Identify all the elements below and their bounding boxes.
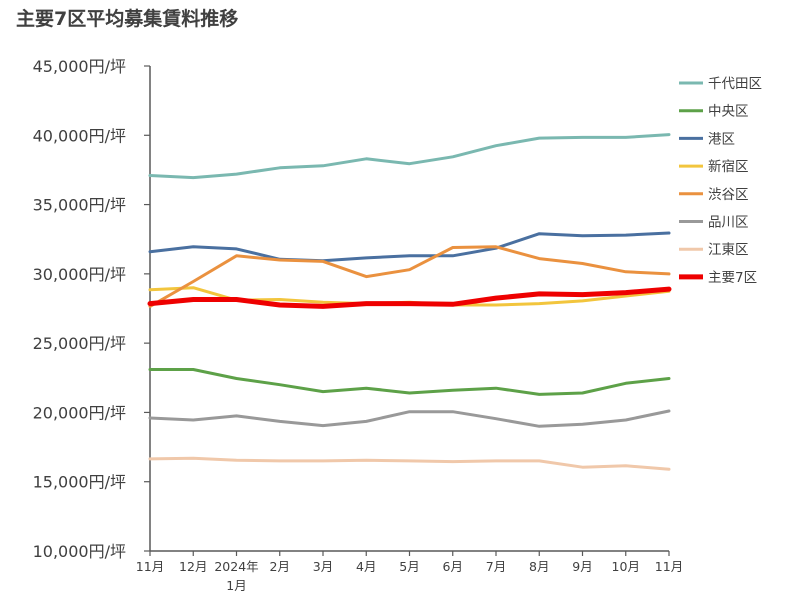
legend-label: 江東区 bbox=[708, 242, 749, 258]
x-tick-label-line: 5月 bbox=[399, 559, 419, 574]
legend-label: 品川区 bbox=[708, 215, 749, 231]
x-tick-label: 3月 bbox=[313, 559, 333, 574]
y-tick-label: 30,000円/坪 bbox=[33, 265, 126, 284]
x-tick-label: 10月 bbox=[612, 559, 640, 574]
series-line-2 bbox=[148, 231, 671, 263]
legend-label: 中央区 bbox=[708, 104, 749, 120]
x-tick-label-line: 12月 bbox=[179, 559, 207, 574]
x-tick-label: 9月 bbox=[572, 559, 592, 574]
y-tick-label: 10,000円/坪 bbox=[33, 542, 126, 561]
y-tick-label: 40,000円/坪 bbox=[33, 126, 126, 145]
series-line-4 bbox=[148, 245, 671, 308]
x-tick-label-line: 2月 bbox=[270, 559, 290, 574]
x-tick-label: 6月 bbox=[443, 559, 463, 574]
x-axis-ticks: 11月 12月 2024年 1月 2月 3月 4月 5月 6月 7月 8月 9月 10月 11月 bbox=[136, 551, 683, 593]
x-tick-label-line: 7月 bbox=[486, 559, 506, 574]
legend-label: 港区 bbox=[708, 131, 735, 147]
x-tick-label: 2月 bbox=[270, 559, 290, 574]
x-tick-label: 5月 bbox=[399, 559, 419, 574]
legend-label: 千代田区 bbox=[708, 76, 762, 92]
x-tick-label: 8月 bbox=[529, 559, 549, 574]
y-tick-label: 25,000円/坪 bbox=[33, 334, 126, 353]
x-tick-label-line: 11月 bbox=[655, 559, 683, 574]
y-tick-label: 20,000円/坪 bbox=[33, 403, 126, 422]
y-tick-label: 35,000円/坪 bbox=[33, 196, 126, 215]
series-line-0 bbox=[148, 133, 671, 180]
legend-label: 新宿区 bbox=[708, 158, 749, 175]
series-line-5 bbox=[148, 409, 671, 428]
x-tick-label: 11月 bbox=[136, 559, 164, 574]
y-tick-label: 45,000円/坪 bbox=[33, 57, 126, 76]
series-lines bbox=[147, 133, 672, 471]
x-tick-label-line: 11月 bbox=[136, 559, 164, 574]
x-tick-label-line: 10月 bbox=[612, 559, 640, 574]
x-tick-label-line: 2024年 bbox=[214, 559, 258, 574]
x-tick-label-line: 3月 bbox=[313, 559, 333, 574]
legend-label: 渋谷区 bbox=[708, 187, 749, 203]
y-axis-ticks: 10,000円/坪 15,000円/坪 20,000円/坪 25,000円/坪 30,0… bbox=[33, 57, 150, 561]
y-tick-label: 15,000円/坪 bbox=[33, 473, 126, 492]
x-tick-label: 2024年 1月 bbox=[214, 559, 258, 593]
x-tick-label: 4月 bbox=[356, 559, 376, 574]
x-tick-label-line: 1月 bbox=[226, 578, 246, 593]
x-tick-label: 7月 bbox=[486, 559, 506, 574]
x-tick-label: 12月 bbox=[179, 559, 207, 574]
x-tick-label-line: 6月 bbox=[443, 559, 463, 574]
x-tick-label-line: 4月 bbox=[356, 559, 376, 574]
series-line-7 bbox=[147, 286, 672, 309]
x-tick-label: 11月 bbox=[655, 559, 683, 574]
chart-title: 主要7区平均募集賃料推移 bbox=[16, 8, 239, 30]
series-line-6 bbox=[148, 456, 671, 471]
x-tick-label-line: 8月 bbox=[529, 559, 549, 574]
series-line-1 bbox=[148, 368, 671, 396]
legend-label: 主要7区 bbox=[708, 270, 757, 286]
x-tick-label-line: 9月 bbox=[572, 559, 592, 574]
